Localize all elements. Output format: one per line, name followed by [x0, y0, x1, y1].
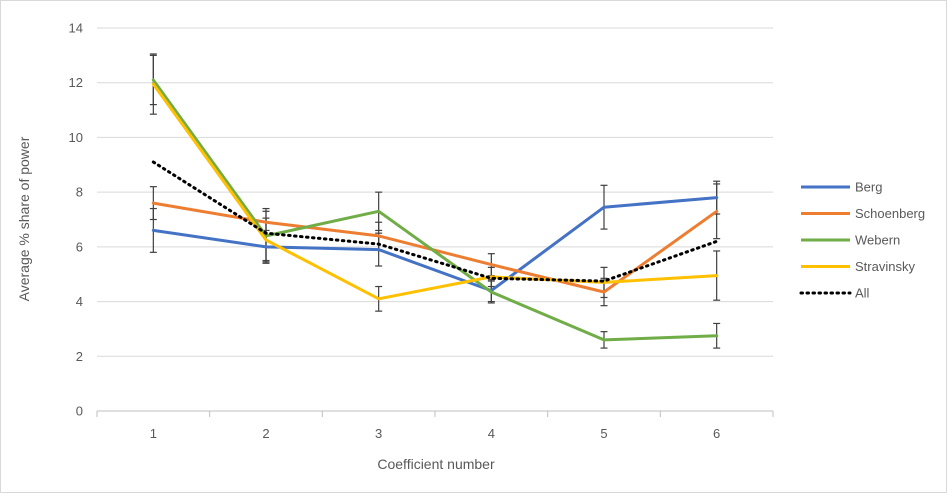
series-line-schoenberg [151, 201, 719, 294]
y-tick-label: 4 [76, 294, 83, 309]
y-tick-label: 10 [69, 130, 83, 145]
x-tick-label: 5 [600, 426, 607, 441]
x-axis-title: Coefficient number [377, 456, 495, 472]
series-line-webern [151, 78, 719, 342]
y-axis-title: Average % share of power [16, 136, 32, 301]
legend-label-all: All [855, 286, 870, 301]
x-tick-label: 4 [488, 426, 495, 441]
x-tick-label: 3 [375, 426, 382, 441]
legend-label-berg: Berg [855, 180, 882, 195]
y-tick-label: 14 [69, 21, 83, 36]
y-tick-label: 8 [76, 185, 83, 200]
x-tick-label: 1 [150, 426, 157, 441]
series-line-all [151, 160, 719, 283]
legend: Berg Schoenberg Webern Stravinsky All [799, 180, 925, 301]
y-tick-label: 12 [69, 75, 83, 90]
x-tick-label: 2 [262, 426, 269, 441]
y-tick-label: 0 [76, 404, 83, 419]
y-tick-label: 6 [76, 239, 83, 254]
legend-label-stravinsky: Stravinsky [855, 259, 915, 274]
gridlines [97, 27, 773, 357]
series-lines [151, 78, 719, 342]
y-tick-label: 2 [76, 349, 83, 364]
legend-label-webern: Webern [855, 233, 900, 248]
axes [96, 410, 774, 417]
x-tick-label: 6 [713, 426, 720, 441]
series-line-stravinsky [151, 82, 719, 301]
series-line-berg [151, 196, 719, 293]
legend-label-schoenberg: Schoenberg [855, 206, 925, 221]
error-bars [149, 53, 721, 349]
